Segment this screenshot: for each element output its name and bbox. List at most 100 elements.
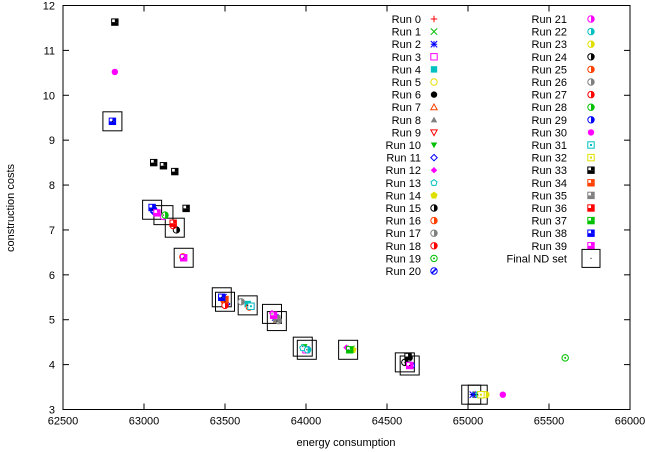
y-tick-label: 5	[49, 315, 55, 327]
legend-label: Run 25	[532, 64, 567, 76]
legend-marker	[430, 153, 438, 162]
legend-marker	[430, 78, 438, 86]
legend-marker	[587, 179, 595, 187]
legend-label: Run 16	[386, 216, 421, 228]
legend-label: Run 17	[386, 228, 421, 240]
legend-label: Run 14	[386, 190, 421, 202]
data-point	[346, 346, 354, 354]
legend-label: Run 15	[386, 203, 421, 215]
legend-marker	[430, 28, 438, 36]
legend-marker	[587, 53, 595, 61]
final-nd-dot	[174, 227, 176, 229]
legend-marker	[587, 242, 595, 250]
x-tick-label: 64000	[291, 416, 322, 428]
legend-label: Run 35	[532, 190, 567, 202]
data-point	[499, 391, 507, 398]
legend-marker	[430, 242, 438, 250]
data-point	[159, 162, 168, 170]
legend-marker	[587, 191, 595, 200]
legend-marker	[587, 103, 595, 111]
legend-marker	[581, 248, 601, 268]
legend-marker	[430, 267, 438, 275]
data-point	[161, 211, 169, 219]
legend-marker	[430, 204, 438, 212]
data-point	[169, 219, 177, 227]
legend-label: Run 26	[532, 77, 567, 89]
data-point	[303, 346, 312, 354]
legend-label: Run 37	[532, 216, 567, 228]
final-nd-square	[215, 291, 235, 312]
legend-label: Final ND set	[506, 253, 567, 265]
final-nd-square	[296, 339, 317, 360]
legend-marker	[587, 229, 595, 237]
x-tick-label: 65500	[534, 416, 565, 428]
x-tick-label: 62500	[48, 416, 79, 428]
y-tick-label: 4	[49, 360, 55, 372]
final-nd-square	[292, 336, 313, 357]
legend-label: Run 30	[532, 127, 567, 139]
legend-marker	[430, 15, 438, 23]
y-tick-label: 7	[49, 225, 55, 237]
final-nd-square	[237, 295, 258, 316]
legend-marker	[430, 142, 438, 149]
final-nd-square	[173, 247, 194, 268]
final-nd-square	[338, 339, 359, 360]
final-nd-dot	[306, 349, 308, 351]
legend-label: Run 4	[392, 64, 421, 76]
final-nd-square	[261, 303, 282, 324]
legend-marker	[587, 204, 595, 212]
legend-marker	[587, 116, 595, 124]
final-nd-set-markers	[102, 111, 488, 405]
legend-label: Run 18	[386, 241, 421, 253]
final-nd-dot	[409, 365, 411, 367]
final-nd-dot	[183, 257, 185, 259]
data-point	[237, 298, 245, 306]
legend-marker	[587, 129, 595, 136]
data-point	[269, 311, 278, 319]
legend-marker	[587, 90, 595, 99]
x-tick-label: 64500	[372, 416, 403, 428]
final-nd-dot	[302, 346, 304, 348]
legend-marker	[430, 66, 438, 73]
data-point	[247, 302, 255, 310]
legend-label: Run 7	[392, 102, 421, 114]
data-point	[172, 226, 181, 234]
data-point	[469, 391, 477, 399]
legend-label: Run 38	[532, 228, 567, 240]
legend-marker	[587, 216, 595, 225]
final-nd-dot	[224, 301, 226, 303]
x-tick-label: 65000	[453, 416, 484, 428]
final-nd-dot	[247, 304, 249, 306]
legend-label: Run 36	[532, 203, 567, 215]
legend-marker	[587, 27, 595, 36]
final-nd-dot	[477, 394, 479, 396]
legend-label: Run 22	[532, 27, 567, 39]
legend-label: Run 27	[532, 90, 567, 102]
legend-marker	[587, 141, 595, 149]
legend-marker	[587, 40, 595, 48]
legend-label: Run 3	[392, 52, 421, 64]
legend-marker	[430, 178, 438, 186]
data-point	[171, 167, 179, 176]
legend-label: Run 32	[532, 153, 567, 165]
legend-label: Run 0	[392, 14, 421, 26]
legend-marker	[430, 229, 438, 237]
legend-marker	[430, 40, 438, 48]
data-point	[148, 203, 156, 212]
final-nd-dot	[271, 313, 273, 315]
legend-marker	[430, 216, 438, 225]
legend-label: Run 2	[392, 39, 421, 51]
legend-marker	[430, 116, 438, 123]
legend-label: Run 24	[532, 52, 567, 64]
legend-label: Run 1	[392, 27, 421, 39]
legend-label: Run 39	[532, 241, 567, 253]
legend-marker	[587, 65, 595, 74]
y-tick-label: 11	[44, 45, 55, 57]
legend-marker	[430, 167, 438, 174]
legend-marker	[587, 78, 595, 86]
y-tick-label: 9	[49, 135, 55, 147]
legend-marker	[429, 102, 439, 111]
data-point	[111, 68, 119, 76]
y-tick-label: 6	[49, 270, 55, 282]
